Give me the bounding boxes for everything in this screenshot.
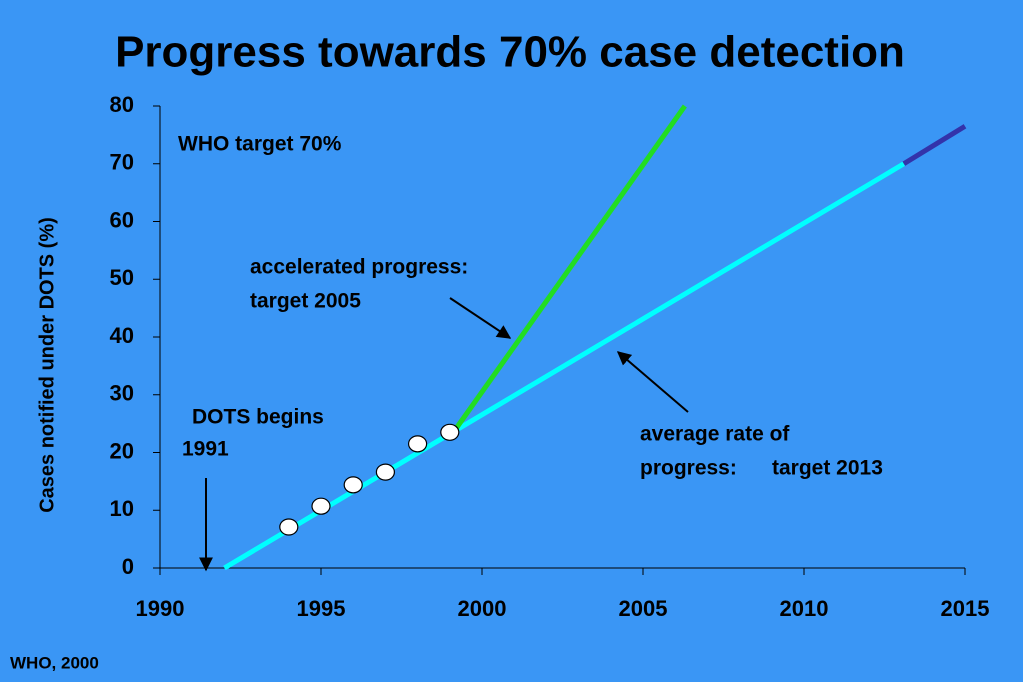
annotation: target 2013 [772, 457, 883, 480]
y-tick-label: 10 [110, 496, 134, 521]
x-tick-label: 1990 [136, 596, 185, 621]
y-tick-label: 80 [110, 92, 134, 117]
point [375, 463, 395, 481]
y-tick-label: 60 [110, 207, 134, 232]
x-tick-label: 2010 [780, 596, 829, 621]
y-axis-label: Cases notified under DOTS (%) [36, 217, 58, 513]
point [408, 435, 428, 453]
trend-line [902, 124, 967, 166]
source: WHO, 2000 [10, 653, 99, 672]
annotation: target 2005 [250, 290, 361, 313]
annotation: progress: [640, 457, 737, 480]
x-tick-label: 1995 [297, 596, 346, 621]
x-tick-label: 2015 [941, 596, 990, 621]
annotation: accelerated progress: [250, 256, 468, 279]
arrow [449, 297, 512, 339]
point [311, 497, 331, 515]
point [279, 518, 299, 536]
x-tick-label: 2005 [619, 596, 668, 621]
y-tick-label: 30 [110, 381, 134, 406]
y-tick-label: 70 [110, 150, 134, 175]
annotation: WHO target 70% [178, 133, 342, 156]
y-tick-label: 20 [110, 438, 134, 463]
trend-line [454, 104, 687, 430]
y-tick-label: 50 [110, 265, 134, 290]
arrow [616, 351, 689, 413]
chart-title: Progress towards 70% case detection [115, 28, 905, 77]
y-tick-label: 0 [122, 554, 134, 579]
annotation: DOTS begins [192, 406, 324, 429]
annotation: average rate of [640, 423, 790, 446]
point [343, 476, 363, 494]
y-tick-label: 40 [110, 323, 134, 348]
trend-line [223, 161, 906, 571]
annotation: 1991 [182, 438, 229, 461]
point [440, 423, 460, 441]
x-tick-label: 2000 [458, 596, 507, 621]
